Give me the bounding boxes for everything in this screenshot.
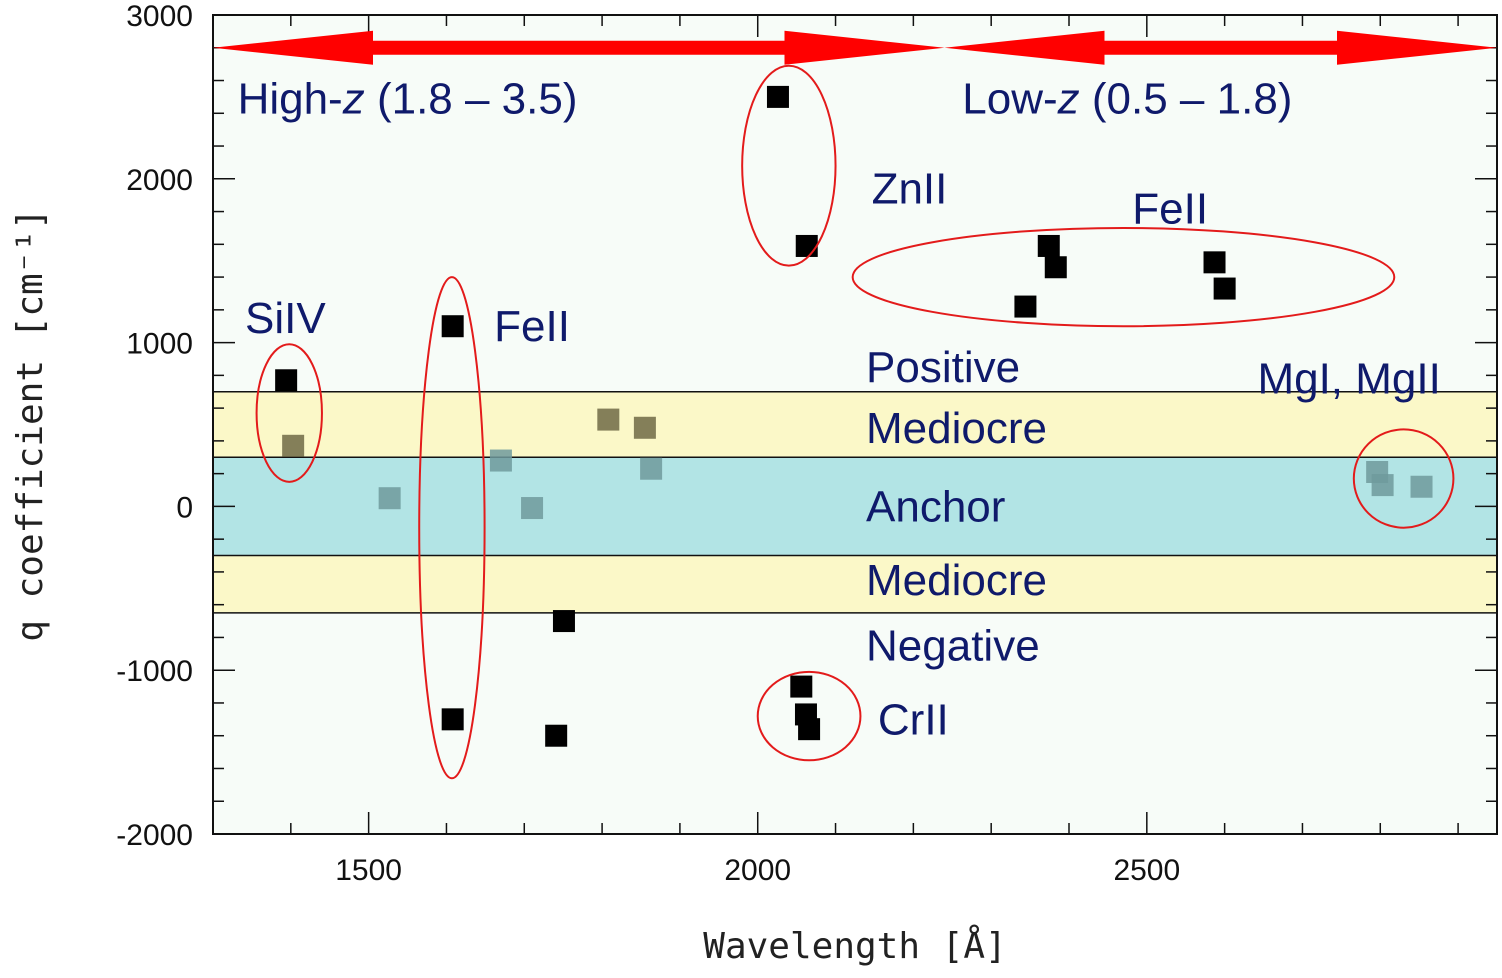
- y-tick-label-0: 0: [176, 491, 193, 524]
- data-point-23: [1371, 474, 1394, 497]
- y-tick-label-2000: 2000: [126, 164, 193, 197]
- group-label-5: MgI, MgII: [1257, 355, 1440, 404]
- data-point-7: [545, 724, 568, 747]
- range-arrow-1: [944, 30, 1497, 65]
- data-point-13: [790, 675, 813, 698]
- group-label-4: CrII: [878, 695, 949, 744]
- group-label-3: FeII: [1132, 184, 1208, 233]
- plot-frame: [212, 14, 1498, 835]
- data-point-5: [489, 449, 512, 472]
- x-tick-label-2500: 2500: [1113, 854, 1180, 887]
- range-arrow-label-0: High-z (1.8 – 3.5): [238, 75, 578, 124]
- group-ellipse-3: [851, 226, 1396, 328]
- y-tick-label--2000: -2000: [116, 819, 193, 852]
- band-label-mediocre-1: Mediocre: [866, 404, 1047, 453]
- band-label-anchor-2: Anchor: [866, 482, 1005, 531]
- data-point-3: [441, 315, 464, 338]
- points-layer: [275, 85, 1433, 747]
- y-tick-label-1000: 1000: [126, 328, 193, 361]
- data-point-19: [1044, 256, 1067, 279]
- data-point-18: [1037, 234, 1060, 257]
- data-point-2: [378, 487, 401, 510]
- band-anchor-1: [213, 457, 1497, 556]
- data-point-4: [441, 708, 464, 731]
- x-tick-label-1500: 1500: [335, 854, 402, 887]
- data-point-21: [1213, 277, 1236, 300]
- group-label-2: ZnII: [872, 165, 948, 214]
- arrows-layer: High-z (1.8 – 3.5) Low-z (0.5 – 1.8): [213, 30, 1497, 124]
- group-ellipse-4: [756, 670, 862, 762]
- groups-layer: SiIV FeII ZnII FeII CrII MgI, MgII: [245, 64, 1455, 780]
- data-point-15: [798, 718, 821, 741]
- band-mediocre-0: [213, 391, 1497, 458]
- y-tick-label-3000: 3000: [126, 0, 193, 33]
- data-point-9: [597, 408, 620, 431]
- data-point-1: [282, 434, 305, 457]
- data-point-6: [521, 497, 544, 520]
- group-ellipse-0: [255, 343, 323, 483]
- group-label-0: SiIV: [245, 294, 326, 343]
- x-tick-label-2000: 2000: [724, 854, 791, 887]
- band-mediocre-2: [213, 555, 1497, 613]
- bands-layer: [213, 15, 1497, 834]
- band-label-positive-0: Positive: [866, 343, 1020, 392]
- group-ellipse-5: [1352, 428, 1455, 529]
- data-point-0: [275, 369, 298, 392]
- y-axis-title: q coefficient [cm⁻¹]: [10, 208, 51, 641]
- data-point-8: [552, 610, 575, 633]
- group-label-1: FeII: [494, 302, 570, 351]
- data-point-17: [1014, 295, 1037, 318]
- band-labels-layer: Positive Mediocre Anchor Mediocre Negative: [866, 343, 1047, 670]
- range-arrow-label-1: Low-z (0.5 – 1.8): [962, 75, 1292, 124]
- band-label-mediocre-3: Mediocre: [866, 556, 1047, 605]
- y-tick-label--1000: -1000: [116, 655, 193, 688]
- data-point-24: [1410, 475, 1433, 498]
- data-point-11: [640, 457, 663, 480]
- x-axis-title: Wavelength [Å]: [703, 924, 1006, 967]
- axes-layer: 1500 2000 2500 -2000 -1000 0 1000 2000 3000: [116, 0, 1498, 887]
- data-point-12: [766, 85, 789, 108]
- data-point-20: [1203, 251, 1226, 274]
- group-ellipse-2: [741, 64, 837, 267]
- data-point-10: [633, 416, 656, 439]
- band-label-negative-4: Negative: [866, 622, 1040, 671]
- range-arrow-0: [213, 30, 945, 65]
- data-point-16: [795, 234, 818, 257]
- group-ellipse-1: [418, 276, 486, 780]
